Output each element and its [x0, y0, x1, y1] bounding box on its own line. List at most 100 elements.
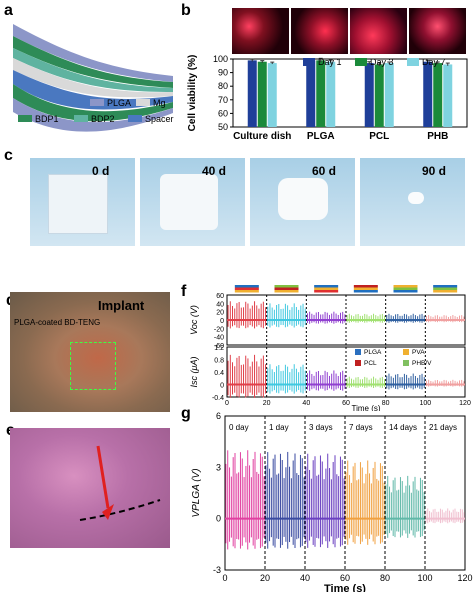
swatch-bdp1: [18, 115, 32, 122]
voc-y-tick-label: 40: [216, 301, 224, 308]
swatch-plga: [90, 99, 104, 106]
isc-y-tick-label: 0: [220, 383, 224, 390]
photo-day60: 60 d: [250, 158, 355, 246]
material-tag: [433, 287, 458, 290]
fluorescence-image-culture-dish: [232, 8, 289, 54]
voc-y-tick-label: -40: [214, 335, 224, 342]
isc-y-axis-label: Isc (μA): [189, 357, 199, 388]
bar: [267, 63, 277, 127]
x-tick-label: 80: [382, 400, 390, 407]
x-tick-label: 0: [225, 400, 229, 407]
legend-bdp2: BDP2: [74, 114, 115, 124]
y-axis-label: Cell viability (%): [187, 55, 198, 131]
voc-y-axis-label: Voc (V): [189, 305, 199, 335]
panel-b-label: b: [181, 2, 191, 19]
x-tick-label: 100: [417, 573, 432, 583]
x-tick-label: 40: [300, 573, 310, 583]
bar: [257, 61, 267, 127]
material-tag: [433, 290, 458, 293]
x-tick-label: 0: [222, 573, 227, 583]
material-tag: [353, 285, 378, 288]
category-label: PCL: [369, 131, 389, 142]
legend-swatch: [355, 360, 361, 366]
material-tag: [314, 285, 339, 288]
mg-layer: [13, 58, 173, 98]
swatch-mg: [136, 99, 150, 106]
material-tag: [234, 287, 259, 290]
y-tick-label: 0: [216, 514, 221, 524]
isc-y-tick-label: 0.8: [214, 358, 224, 365]
x-tick-label: 60: [342, 400, 350, 407]
material-tag: [234, 285, 259, 288]
cell-viability-chart: 50 60 70 80 90 100 Cell viability (%) Culture d…: [187, 55, 468, 142]
degradation-photos: 0 d 40 d 60 d 90 d: [8, 158, 468, 246]
category-label: Culture dish: [233, 131, 291, 142]
material-tag: [393, 285, 418, 288]
legend-spacer-label: Spacer: [145, 114, 174, 124]
category-label: PLGA: [307, 131, 335, 142]
bar: [306, 60, 316, 127]
y-tick-label: 80: [218, 81, 228, 91]
material-tag: [353, 290, 378, 293]
photo-day40: 40 d: [140, 158, 245, 246]
material-tag: [274, 290, 299, 293]
implant-photo: Implant PLGA-coated BD-TENG: [10, 292, 170, 412]
plga-layer: [13, 24, 173, 82]
segment-label: 3 days: [309, 423, 333, 432]
bar: [443, 64, 453, 127]
y-tick-label: 90: [218, 68, 228, 78]
legend-spacer: Spacer: [128, 114, 174, 124]
x-tick-label: 60: [340, 573, 350, 583]
segment-label: 0 day: [229, 423, 249, 432]
device-day60: [278, 178, 328, 220]
fluorescence-image-phb: [409, 8, 466, 54]
legend-swatch: [403, 360, 409, 366]
material-tag: [353, 287, 378, 290]
arrow-head: [102, 504, 114, 520]
time-label-40d: 40 d: [202, 164, 227, 178]
legend-label: Day 3: [370, 57, 394, 67]
y-tick-label: -3: [213, 565, 221, 575]
legend-bdp2-label: BDP2: [91, 114, 115, 124]
time-label-0d: 0 d: [92, 164, 110, 178]
legend-label: PVA: [412, 349, 425, 356]
material-tag: [393, 287, 418, 290]
bdp1-lower-layer: [13, 84, 173, 122]
legend-bdp1: BDP1: [18, 114, 59, 124]
implant-title: Implant: [98, 298, 145, 313]
device-day90: [408, 192, 424, 204]
isc-y-tick-label: -0.4: [212, 395, 224, 402]
legend-label: PLGA: [364, 349, 382, 356]
legend-swatch: [403, 349, 409, 355]
bdp2-layer: [13, 48, 173, 92]
plga-lower-layer: [13, 98, 173, 132]
voc-y-tick-label: 20: [216, 310, 224, 317]
material-tag: [274, 287, 299, 290]
spacer-layer: [13, 70, 173, 110]
time-label-60d: 60 d: [312, 164, 337, 178]
plot-frame: [232, 58, 468, 128]
bar: [423, 61, 433, 127]
device-day0: [48, 174, 108, 234]
implant-boundary: [79, 499, 161, 521]
swatch-bdp2: [74, 115, 88, 122]
voc-y-tick-label: 0: [220, 318, 224, 325]
histology-annotation: [79, 445, 161, 521]
isc-y-tick-label: 1.2: [214, 345, 224, 352]
x-axis-label: Time (s): [351, 404, 380, 411]
device-day40: [160, 174, 218, 230]
bar: [326, 61, 336, 127]
bar: [364, 63, 374, 127]
x-tick-label: 100: [419, 400, 431, 407]
legend-plga: PLGA: [90, 98, 131, 108]
x-tick-label: 120: [457, 573, 472, 583]
panel-c-label: c: [4, 147, 13, 164]
legend-label: Day 1: [318, 57, 342, 67]
material-tag: [234, 290, 259, 293]
voc-y-tick-label: -20: [214, 326, 224, 333]
bar: [374, 64, 384, 127]
x-tick-label: 20: [263, 400, 271, 407]
cell-fluorescence-images: [232, 8, 468, 54]
isc-y-tick-label: 0.4: [214, 370, 224, 377]
